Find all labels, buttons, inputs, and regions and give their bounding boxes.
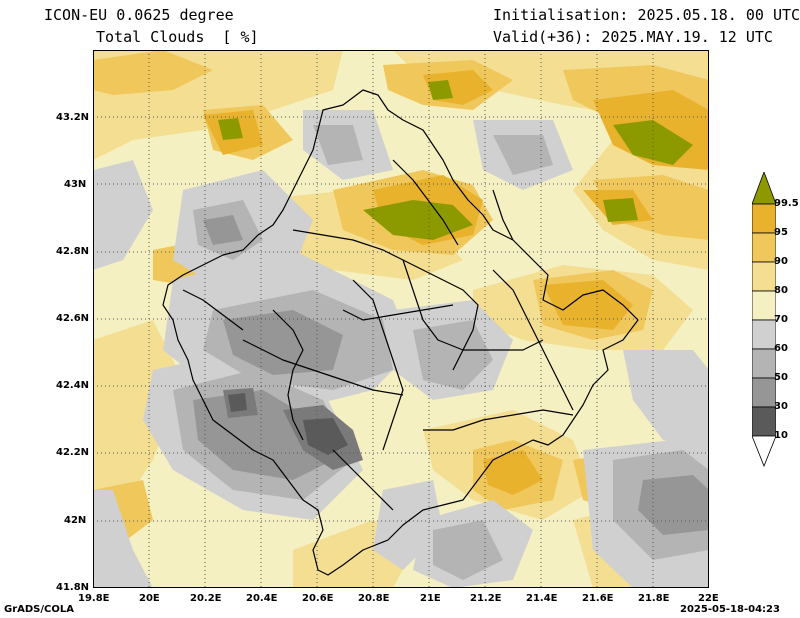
- lat-tick: 42.4N: [56, 380, 90, 391]
- colorbar-80-90: [752, 261, 776, 292]
- inner-border-6: [392, 159, 459, 246]
- colorbar-50-60: [752, 348, 776, 379]
- colorbar-max-triangle: [752, 172, 776, 205]
- lat-tick: 42.2N: [56, 447, 90, 458]
- lat-tick: 42.8N: [56, 246, 90, 257]
- lon-tick: 20.6E: [302, 593, 334, 604]
- footer-timestamp: 2025-05-18-04:23: [680, 604, 780, 615]
- colorbar-30-50: [752, 377, 776, 408]
- variable-title: Total Clouds [ %]: [96, 28, 259, 46]
- lon-tick: 21.6E: [582, 593, 614, 604]
- inner-border-1: [292, 229, 479, 371]
- colorbar-min-triangle: [752, 435, 776, 468]
- inner-border-7: [492, 269, 574, 411]
- inner-border-8: [423, 409, 574, 431]
- lat-tick: 41.8N: [56, 582, 90, 593]
- lon-tick: 21.4E: [526, 593, 558, 604]
- colorbar-label: 80: [774, 285, 788, 296]
- lat-tick: 42.6N: [56, 313, 90, 324]
- cloud-layer-below-10: [228, 393, 348, 455]
- colorbar-label: 99.5: [774, 198, 799, 209]
- lon-tick: 22E: [698, 593, 719, 604]
- lat-tick: 43N: [64, 179, 87, 190]
- colorbar-label: 70: [774, 314, 788, 325]
- inner-border-11: [492, 189, 514, 241]
- lon-tick: 20E: [139, 593, 160, 604]
- footer-credit: GrADS/COLA: [4, 604, 74, 615]
- colorbar-label: 50: [774, 372, 788, 383]
- map-grid: [93, 50, 709, 588]
- colorbar-label: 90: [774, 256, 788, 267]
- init-time: Initialisation: 2025.05.18. 00 UTC: [493, 6, 800, 24]
- colorbar-label: 95: [774, 227, 788, 238]
- inner-border-3: [352, 279, 404, 451]
- colorbar-60-70: [752, 319, 776, 350]
- colorbar-70-80: [752, 290, 776, 321]
- colorbar-label: 60: [774, 343, 788, 354]
- lon-tick: 21.2E: [470, 593, 502, 604]
- outer-border: [162, 89, 639, 576]
- lon-tick: 19.8E: [78, 593, 110, 604]
- colorbar-95-99: [752, 203, 776, 234]
- lat-tick: 42N: [64, 515, 87, 526]
- inner-border-12: [182, 289, 244, 331]
- admin-borders: [162, 89, 639, 576]
- colorbar-90-95: [752, 232, 776, 263]
- inner-border-9: [342, 304, 454, 321]
- colorbar: [752, 172, 776, 468]
- inner-border-5: [242, 339, 404, 396]
- lon-tick: 21E: [420, 593, 441, 604]
- lon-tick: 20.4E: [246, 593, 278, 604]
- valid-time: Valid(+36): 2025.MAY.19. 12 UTC: [493, 28, 773, 46]
- inner-border-2: [272, 309, 304, 441]
- cloud-cover-map: [93, 50, 709, 588]
- inner-border-10: [332, 449, 394, 511]
- inner-border-4: [402, 259, 544, 351]
- lat-tick: 43.2N: [56, 112, 90, 123]
- lon-tick: 21.8E: [638, 593, 670, 604]
- lon-tick: 20.8E: [358, 593, 390, 604]
- colorbar-label: 10: [774, 430, 788, 441]
- colorbar-label: 30: [774, 401, 788, 412]
- model-title: ICON-EU 0.0625 degree: [44, 6, 234, 24]
- colorbar-10-30: [752, 406, 776, 437]
- lon-tick: 20.2E: [190, 593, 222, 604]
